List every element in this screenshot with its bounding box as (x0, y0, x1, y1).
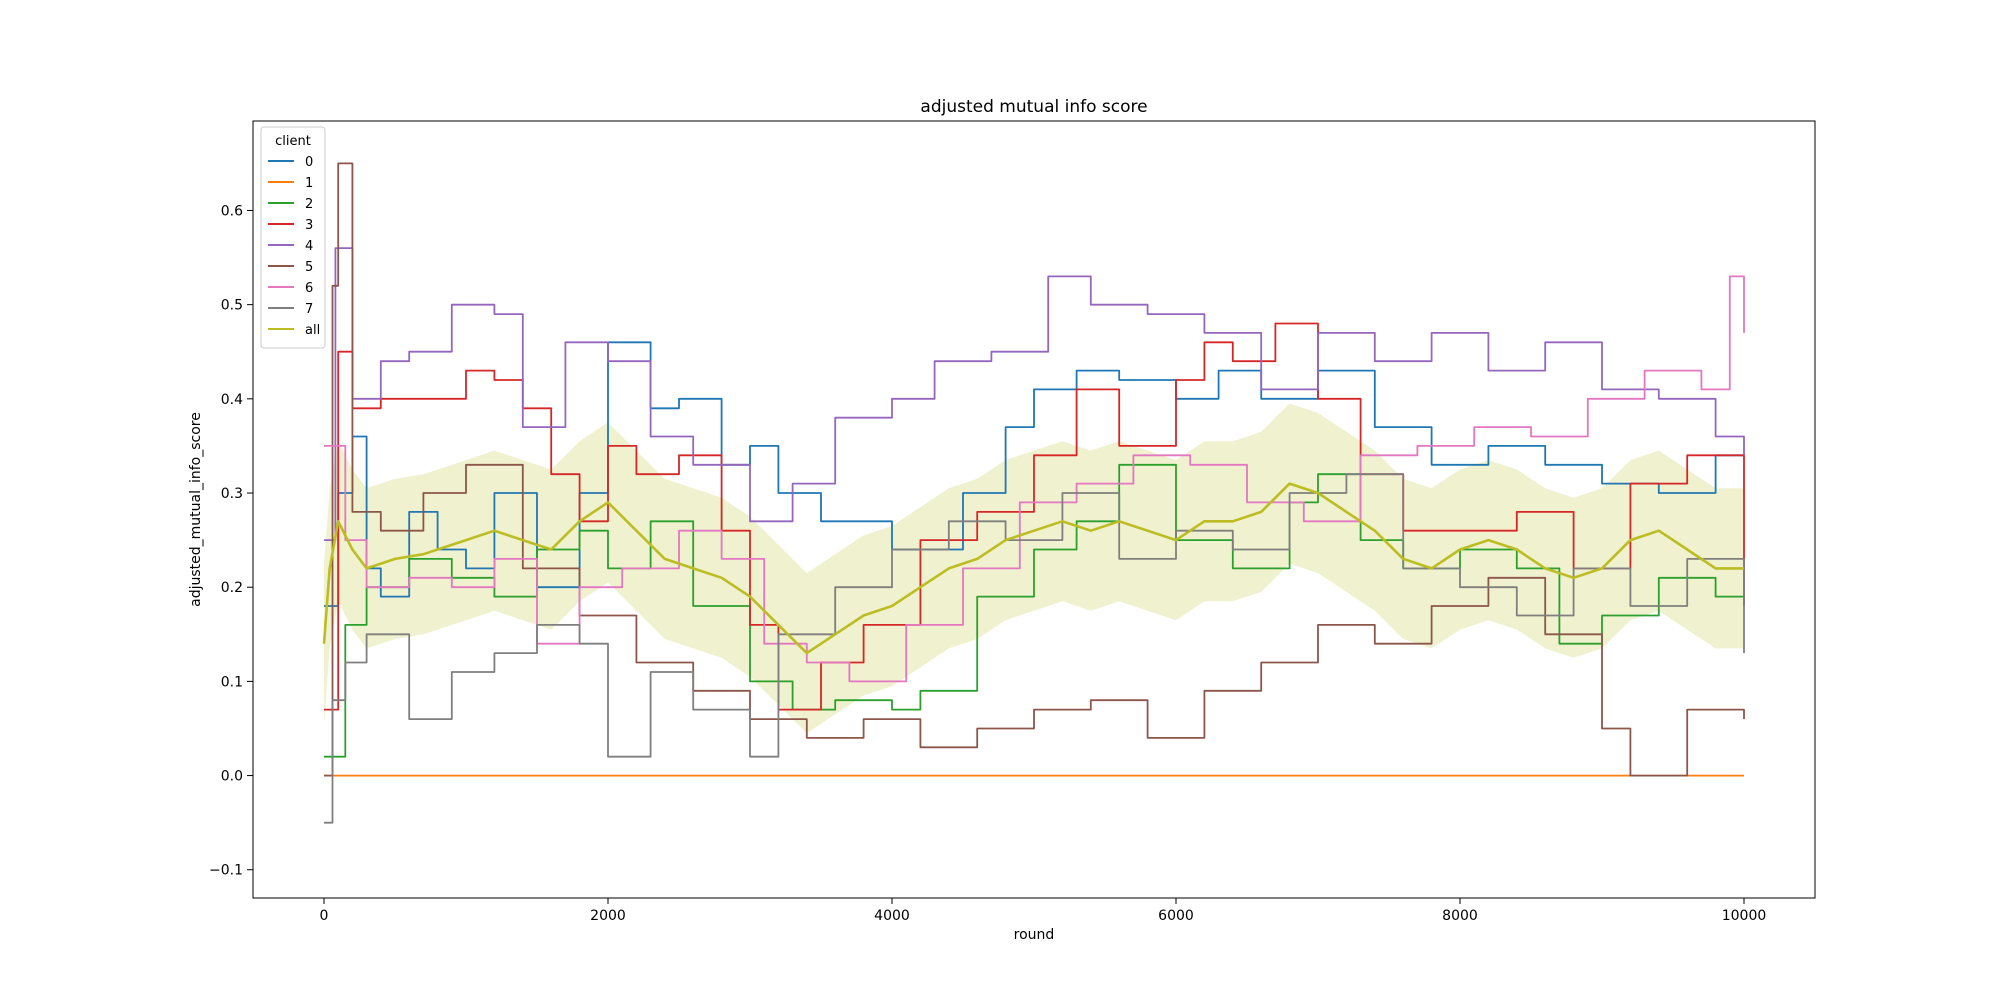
y-tick-label: 0.6 (221, 203, 243, 219)
x-tick-label: 6000 (1158, 908, 1194, 924)
series-line-4 (324, 247, 1745, 541)
y-tick-label: −0.1 (209, 863, 243, 879)
x-tick-label: 8000 (1442, 908, 1478, 924)
x-tick-label: 10000 (1722, 908, 1767, 924)
plot-area (322, 162, 1745, 824)
legend-label-1: 1 (305, 176, 313, 191)
legend-label-all: all (305, 323, 320, 338)
y-axis: −0.1 0.0 0.1 0.2 0.3 0.4 0.5 0.6 (209, 203, 253, 879)
y-tick-label: 0.4 (221, 392, 243, 408)
series-line-2 (324, 463, 1744, 758)
x-axis: 0 2000 4000 6000 8000 10000 (320, 898, 1767, 924)
legend-items: 0 1 2 3 4 5 6 7 all (268, 155, 320, 338)
y-tick-label: 0.3 (221, 486, 243, 502)
series-line-5 (324, 162, 1745, 777)
series-line-7 (324, 473, 1745, 824)
series-layer (322, 162, 1745, 824)
x-tick-label: 0 (320, 908, 329, 924)
y-tick-label: 0.1 (221, 674, 243, 690)
legend-label-6: 6 (305, 281, 313, 296)
series-line-6 (324, 275, 1745, 683)
axes-frame (252, 120, 1816, 899)
legend-label-2: 2 (305, 197, 313, 212)
y-tick-label: 0.0 (221, 769, 243, 785)
legend-label-5: 5 (305, 260, 313, 275)
chart-title: adjusted mutual info score (920, 97, 1147, 117)
legend-title: client (275, 134, 311, 149)
legend-label-3: 3 (305, 218, 313, 233)
legend-label-4: 4 (305, 239, 313, 254)
y-axis-label: adjusted_mutual_info_score (188, 412, 204, 607)
x-tick-label: 2000 (590, 908, 626, 924)
y-tick-label: 0.2 (221, 580, 243, 596)
legend-label-7: 7 (305, 302, 313, 317)
x-axis-label: round (1014, 927, 1055, 943)
legend: client 0 1 2 3 4 5 6 7 all (260, 126, 326, 349)
series-line-all (322, 482, 1744, 655)
x-tick-label: 4000 (874, 908, 910, 924)
y-tick-label: 0.5 (221, 298, 243, 314)
legend-label-0: 0 (305, 155, 313, 170)
